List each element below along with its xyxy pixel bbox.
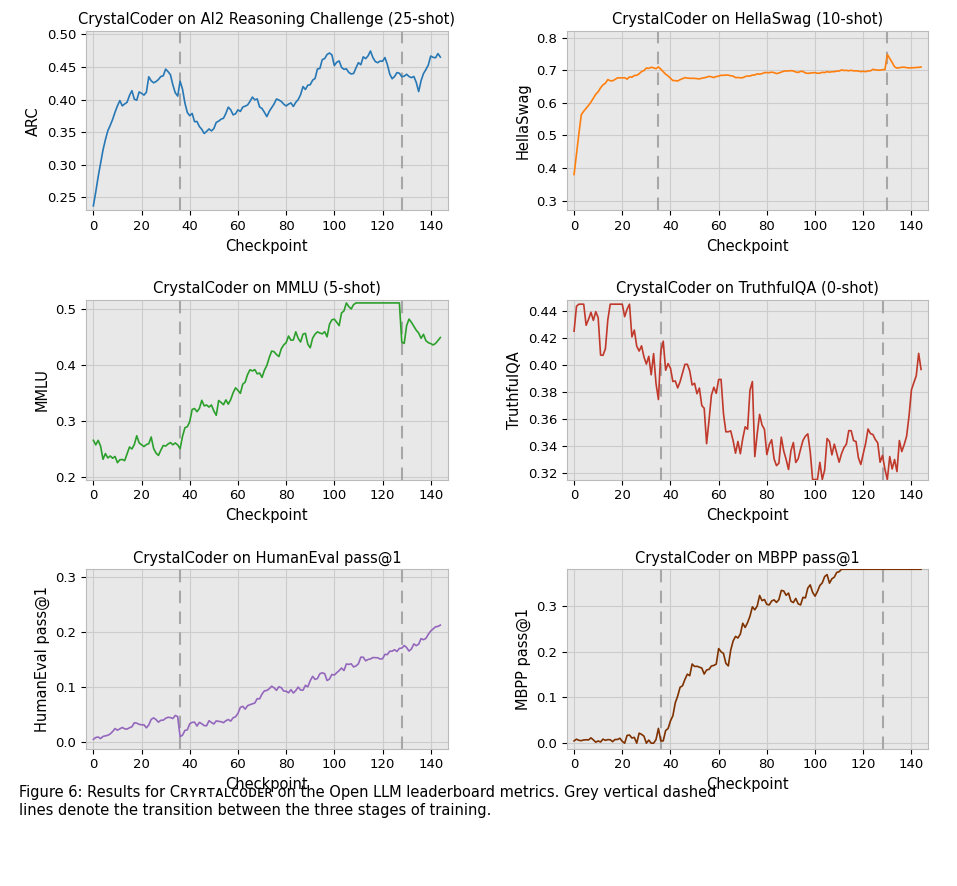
Title: CrystalCoder on HellaSwag (10-shot): CrystalCoder on HellaSwag (10-shot) [612, 12, 883, 27]
X-axis label: Checkpoint: Checkpoint [706, 238, 789, 253]
Y-axis label: HellaSwag: HellaSwag [516, 82, 530, 159]
Y-axis label: ARC: ARC [27, 106, 41, 136]
X-axis label: Checkpoint: Checkpoint [226, 508, 308, 523]
Title: CrystalCoder on MMLU (5-shot): CrystalCoder on MMLU (5-shot) [153, 281, 381, 296]
Y-axis label: TruthfulQA: TruthfulQA [507, 351, 523, 429]
X-axis label: Checkpoint: Checkpoint [706, 508, 789, 523]
Y-axis label: MMLU: MMLU [34, 369, 50, 411]
Title: CrystalCoder on MBPP pass@1: CrystalCoder on MBPP pass@1 [635, 550, 860, 565]
X-axis label: Checkpoint: Checkpoint [226, 777, 308, 792]
Title: CrystalCoder on HumanEval pass@1: CrystalCoder on HumanEval pass@1 [132, 550, 401, 565]
X-axis label: Checkpoint: Checkpoint [226, 238, 308, 253]
Y-axis label: MBPP pass@1: MBPP pass@1 [516, 608, 530, 710]
Y-axis label: HumanEval pass@1: HumanEval pass@1 [34, 586, 50, 732]
X-axis label: Checkpoint: Checkpoint [706, 777, 789, 792]
Title: CrystalCoder on TruthfulQA (0-shot): CrystalCoder on TruthfulQA (0-shot) [616, 281, 879, 296]
Title: CrystalCoder on AI2 Reasoning Challenge (25-shot): CrystalCoder on AI2 Reasoning Challenge … [78, 12, 456, 27]
Text: Figure 6: Results for Cʀʏʀᴛᴀʟćᴏᴅᴇʀ on the Open LLM leaderboard metrics. Grey ver: Figure 6: Results for Cʀʏʀᴛᴀʟćᴏᴅᴇʀ on th… [19, 784, 717, 818]
